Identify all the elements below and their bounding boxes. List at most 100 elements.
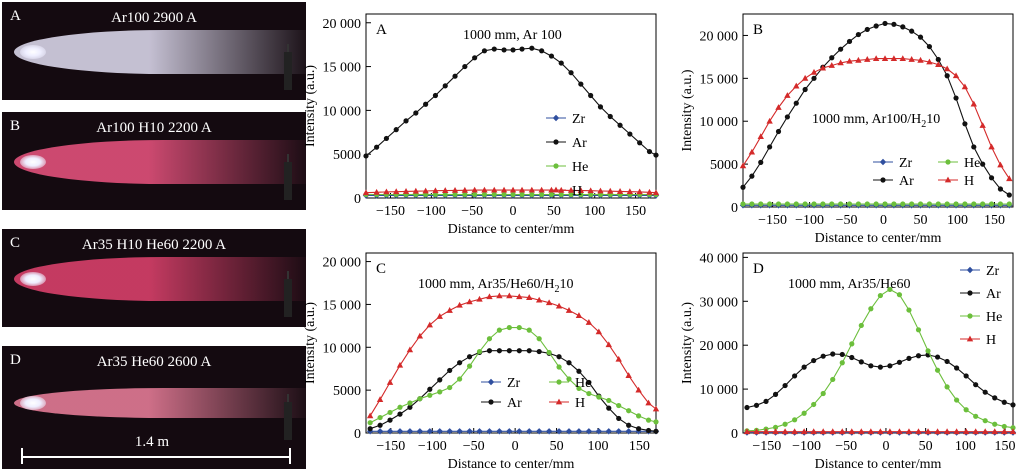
chart-d-he-point [925, 348, 931, 354]
chart-b-legend-h-marker [944, 176, 952, 183]
chart-c-ar-point [556, 354, 562, 360]
chart-b-he-point [980, 201, 986, 207]
chart-d-ar-point [963, 373, 969, 379]
chart-d-h-point [800, 428, 808, 435]
chart-c-zr-point [595, 428, 603, 435]
chart-d-xtick-label: −50 [835, 439, 857, 454]
chart-b-ar-point [775, 128, 782, 135]
scale-bar-label: 1.4 m [134, 434, 170, 450]
chart-d-h-point [762, 428, 770, 435]
chart-c-title: 1000 mm, Ar35/He60/H210 [418, 277, 574, 295]
chart-d-ar-point [839, 351, 845, 358]
chart-d-h-point [791, 428, 798, 435]
chart-d-xtick-label: 150 [995, 439, 1016, 454]
chart-c-h-point [585, 319, 593, 325]
chart-b-he-point [909, 201, 915, 207]
chart-c-zr-point [535, 428, 543, 435]
chart-a-ytick-label: 20 000 [323, 17, 362, 32]
chart-a-h-point [518, 186, 526, 193]
chart-d-h-point [753, 428, 760, 435]
chart-a-h-point [528, 186, 536, 193]
plasma-core-c [20, 272, 46, 286]
chart-b-h-point [801, 74, 809, 81]
chart-b-ar-point [829, 55, 835, 61]
chart-b-xtick-label: −100 [795, 213, 824, 228]
chart-a-xtick-label: 150 [625, 204, 646, 219]
photo-c: C Ar35 H10 He60 2200 A [2, 229, 306, 327]
chart-c-h-point [416, 332, 424, 339]
chart-c-h-point [496, 292, 503, 299]
chart-c-zr-point [406, 428, 414, 435]
chart-d-h-point [867, 428, 875, 435]
chart-d-xtick-label: 50 [919, 439, 933, 454]
chart-b-h-point [890, 55, 898, 62]
chart-b-h-point [846, 57, 853, 64]
chart-b-he-point [784, 201, 790, 207]
chart-d-he-point [830, 376, 836, 383]
chart-a-ylabel: Intensity (a.u.) [303, 65, 318, 147]
chart-b-h-point [739, 162, 747, 169]
chart-b-he-point [775, 201, 782, 207]
chart-c-he-point [516, 324, 522, 331]
chart-a-he-point [472, 191, 478, 198]
chart-b-he-point [953, 201, 959, 207]
chart-c-h-point [466, 298, 473, 305]
chart-c-zr-point [605, 428, 612, 435]
chart-c-h-point [605, 341, 612, 348]
probe-c [284, 271, 292, 317]
chart-d-h-point [858, 428, 865, 435]
chart-c-xtick-label: 150 [629, 439, 650, 454]
chart-c-ar-point [576, 368, 582, 374]
chart-d-h-point [982, 428, 989, 435]
chart-a-ytick-label: 5000 [333, 148, 361, 163]
chart-a-xtick-label: 50 [547, 204, 561, 219]
chart-c-legend-h-label: H [575, 396, 585, 411]
chart-c-xtick-label: −50 [463, 439, 485, 454]
chart-a-ar-point [637, 140, 643, 146]
chart-a-legend-h-label: H [572, 184, 582, 199]
chart-c-zr-point [516, 428, 523, 435]
chart-c-zr-point [386, 428, 394, 435]
chart-d-ar-point [944, 358, 950, 365]
probe-b [284, 154, 292, 200]
chart-b-h-point [775, 104, 782, 110]
chart-b-xtick-label: 150 [984, 213, 1005, 228]
chart-a-h-point [491, 186, 498, 193]
chart-d-xtick-label: −100 [792, 439, 821, 454]
chart-a-ar-point [627, 131, 633, 137]
chart-c-legend-zr-label: Zr [507, 376, 521, 391]
chart-c-ar-point [496, 348, 502, 354]
chart-d-title: 1000 mm, Ar35/He60 [788, 277, 911, 292]
plume-b [14, 140, 306, 184]
chart-c-zr-point [526, 428, 533, 435]
chart-d-he-line [746, 288, 1014, 432]
chart-b-he-point [864, 201, 870, 207]
chart-d-he-point [1010, 425, 1016, 431]
chart-c-h-point [426, 321, 433, 328]
chart-c-ar-point [636, 426, 642, 432]
chart-d-h-point [1001, 428, 1008, 435]
chart-c-legend-ar-marker [488, 399, 494, 405]
photo-caption-a: Ar100 2900 A [111, 10, 197, 26]
chart-c-ar-point [447, 367, 453, 374]
photo-label-b: B [10, 118, 21, 134]
chart-a-he-point [510, 191, 516, 198]
chart-b-ytick-label: 10 000 [700, 115, 739, 130]
chart-c-ar-point [536, 348, 542, 355]
chart-b-he-point [1006, 201, 1012, 207]
chart-d-ar-point [744, 404, 750, 411]
chart-b-h-point [837, 59, 844, 66]
chart-b-ytick-label: 20 000 [700, 29, 739, 44]
chart-a-he-point [578, 191, 584, 198]
chart-b-he-point [988, 201, 995, 207]
chart-c-he-point [566, 376, 572, 382]
chart-b-h-point [997, 161, 1004, 168]
chart-b-he-point [900, 201, 906, 207]
chart-d-h-point [848, 428, 855, 435]
chart-b-ytick-label: 0 [731, 201, 738, 216]
probe-d [284, 394, 292, 440]
chart-c-ar-point [377, 422, 383, 428]
chart-b-he-point [838, 201, 844, 207]
plasma-core-d [20, 396, 46, 410]
chart-a-he-point [501, 191, 507, 198]
